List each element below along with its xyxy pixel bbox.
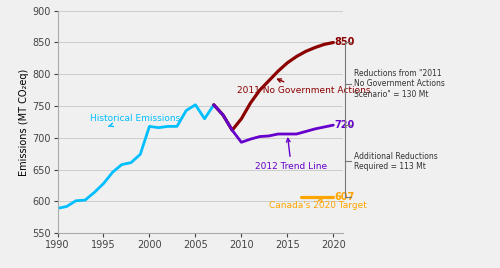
Text: 607: 607 bbox=[334, 192, 355, 202]
Text: Reductions from "2011
No Government Actions
Scenario" = 130 Mt: Reductions from "2011 No Government Acti… bbox=[354, 69, 444, 99]
Text: Canada's 2020 Target: Canada's 2020 Target bbox=[269, 198, 367, 210]
Text: 720: 720 bbox=[334, 120, 355, 130]
Text: Additional Reductions
Required = 113 Mt: Additional Reductions Required = 113 Mt bbox=[354, 152, 438, 171]
Text: 2011 No Government Actions: 2011 No Government Actions bbox=[237, 79, 370, 95]
Y-axis label: Emissions (MT CO₂eq): Emissions (MT CO₂eq) bbox=[19, 68, 29, 176]
Text: 2012 Trend Line: 2012 Trend Line bbox=[255, 138, 328, 171]
Text: Historical Emissions: Historical Emissions bbox=[90, 114, 180, 126]
Text: 850: 850 bbox=[334, 38, 355, 47]
